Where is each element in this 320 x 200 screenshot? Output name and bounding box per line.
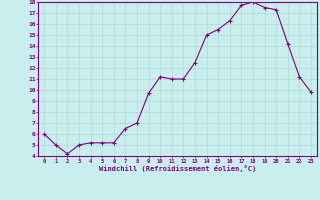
X-axis label: Windchill (Refroidissement éolien,°C): Windchill (Refroidissement éolien,°C) [99,165,256,172]
